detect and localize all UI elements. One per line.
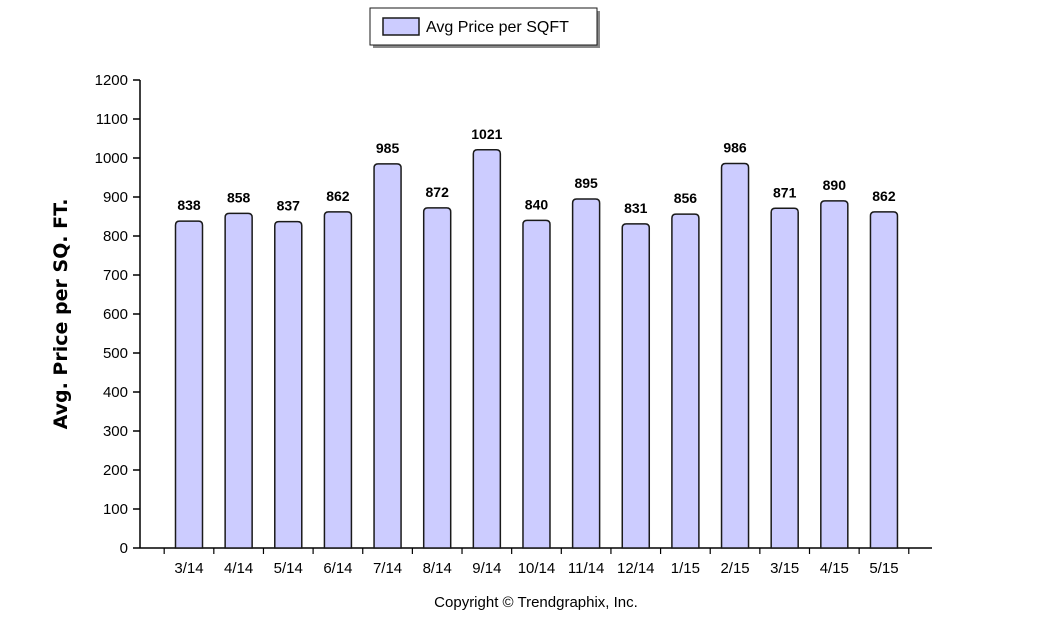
data-label: 985 — [376, 140, 400, 156]
legend: Avg Price per SQFT — [369, 7, 600, 48]
bar — [422, 207, 452, 549]
data-label: 862 — [872, 188, 896, 204]
data-label: 837 — [277, 198, 301, 214]
y-tick-label: 1000 — [95, 150, 128, 167]
x-tick-label: 9/14 — [472, 560, 501, 577]
x-tick-label: 10/14 — [518, 560, 556, 577]
x-tick-label: 8/14 — [423, 560, 452, 577]
bar — [770, 207, 799, 549]
data-label: 831 — [624, 200, 648, 216]
y-tick-label: 600 — [103, 306, 128, 323]
y-tick-label: 500 — [103, 345, 128, 362]
y-tick-label: 0 — [120, 540, 128, 557]
y-axis-label: Avg. Price per SQ. FT. — [50, 199, 72, 430]
bar — [671, 213, 700, 549]
x-tick-label: 12/14 — [617, 560, 655, 577]
y-tick-label: 200 — [103, 462, 128, 479]
x-ticks: 3/14 4/14 5/14 6/14 7/14 8/14 9/14 10/14 11/14 12… — [163, 548, 910, 577]
bar — [621, 223, 651, 549]
x-tick-label: 2/15 — [720, 560, 749, 577]
x-tick-label: 4/15 — [820, 560, 849, 577]
x-tick-label: 4/14 — [224, 560, 253, 577]
y-tick-label: 700 — [103, 267, 128, 284]
y-tick-label: 100 — [103, 501, 128, 518]
x-tick-label: 5/14 — [274, 560, 303, 577]
legend-label: Avg Price per SQFT — [426, 19, 569, 36]
y-tick-label: 300 — [103, 423, 128, 440]
bar — [522, 219, 551, 549]
x-tick-label: 1/15 — [671, 560, 700, 577]
y-tick-label: 400 — [103, 384, 128, 401]
bar — [174, 220, 204, 549]
y-ticks: 0 100 200 300 400 500 600 700 800 900 1000 1100 1200 — [95, 72, 140, 557]
bar — [820, 200, 849, 549]
data-label: 840 — [525, 196, 549, 212]
data-label: 858 — [227, 189, 251, 205]
bar — [720, 162, 750, 549]
data-label: 895 — [574, 175, 598, 191]
data-label: 871 — [773, 184, 797, 200]
data-label: 1021 — [471, 126, 502, 142]
legend-swatch — [382, 17, 420, 36]
y-tick-label: 900 — [103, 189, 128, 206]
data-label: 986 — [723, 139, 747, 155]
data-label: 838 — [177, 197, 201, 213]
bar — [373, 163, 402, 549]
data-label: 890 — [823, 177, 847, 193]
data-label: 862 — [326, 188, 350, 204]
bar — [274, 220, 303, 549]
x-tick-label: 11/14 — [568, 560, 604, 577]
x-tick-label: 7/14 — [373, 560, 402, 577]
data-label: 856 — [674, 190, 698, 206]
bar — [224, 212, 253, 549]
bar — [472, 149, 502, 549]
bar — [323, 211, 353, 549]
bar — [571, 198, 601, 549]
bar — [869, 211, 899, 549]
copyright-text: Copyright © Trendgraphix, Inc. — [434, 594, 638, 611]
y-tick-label: 1100 — [96, 111, 128, 128]
x-tick-label: 5/15 — [869, 560, 898, 577]
bars: 838 858 837 862 985 872 1021 840 895 831 856 986 871… — [174, 126, 899, 549]
data-label: 872 — [426, 184, 450, 200]
y-tick-label: 1200 — [95, 72, 128, 89]
y-tick-label: 800 — [103, 228, 128, 245]
x-tick-label: 3/14 — [174, 560, 203, 577]
x-tick-label: 3/15 — [770, 560, 799, 577]
x-tick-label: 6/14 — [323, 560, 352, 577]
